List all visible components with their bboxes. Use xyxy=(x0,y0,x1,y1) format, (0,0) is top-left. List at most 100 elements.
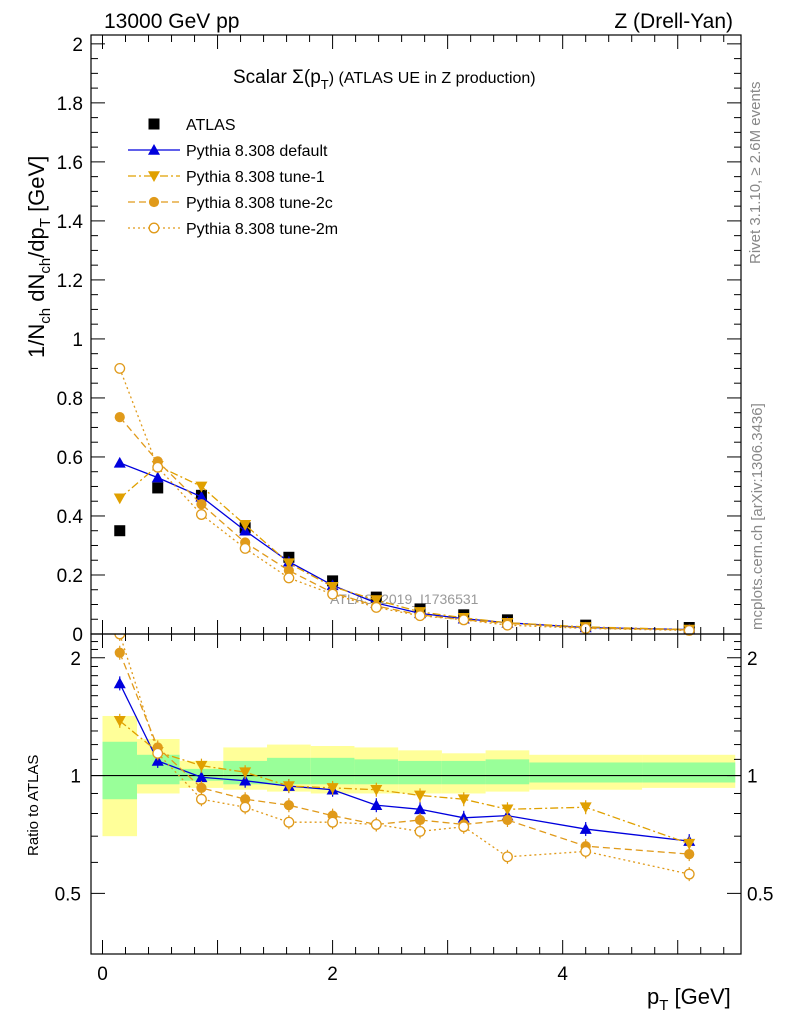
data-point xyxy=(327,588,339,600)
data-point xyxy=(114,647,125,658)
data-point xyxy=(113,677,126,689)
data-point xyxy=(326,581,339,593)
mcplots-label: mcplots.cern.ch [arXiv:1306.3436] xyxy=(749,403,766,630)
green-band xyxy=(529,762,643,783)
data-point xyxy=(195,490,208,502)
y-tick-label: 0.6 xyxy=(57,448,83,469)
x-tick-label: 4 xyxy=(557,964,568,985)
legend-label: Pythia 8.308 tune-2m xyxy=(186,221,338,238)
series-line xyxy=(119,368,690,632)
data-point xyxy=(195,760,208,772)
data-point xyxy=(683,838,696,850)
data-point xyxy=(579,823,592,834)
ratio-tick-label-right: 1 xyxy=(747,767,758,788)
data-point xyxy=(152,747,164,759)
data-point xyxy=(282,558,295,570)
data-point xyxy=(502,619,513,631)
legend-marker xyxy=(148,171,160,182)
data-point xyxy=(414,825,426,837)
ratio-tick-label: 2 xyxy=(70,649,81,670)
y-tick-label: 1.6 xyxy=(57,153,83,174)
green-band xyxy=(642,762,736,783)
y-tick-label: 0.2 xyxy=(57,566,83,587)
data-point xyxy=(283,565,294,576)
x-tick-label: 2 xyxy=(327,964,338,985)
legend-item: Pythia 8.308 tune-2m xyxy=(128,221,338,238)
data-point xyxy=(414,803,427,815)
x-axis-label: pT [GeV] xyxy=(647,984,731,1014)
data-point xyxy=(239,767,252,779)
ratio-tick-label: 1 xyxy=(70,767,81,788)
legend: ATLAS Pythia 8.308 default Pythia 8.308 tu… xyxy=(128,117,338,238)
data-point xyxy=(370,799,383,811)
ratio-tick-label: 0.5 xyxy=(55,884,81,905)
plot-layer xyxy=(113,362,696,882)
data-point xyxy=(239,520,252,531)
ratio-tick-label-right: 0.5 xyxy=(747,884,773,905)
green-band xyxy=(441,760,486,785)
legend-label: ATLAS xyxy=(186,117,236,134)
series-line xyxy=(119,416,690,631)
data-point xyxy=(370,601,382,613)
green-band xyxy=(485,759,530,785)
data-point xyxy=(113,456,126,468)
green-band xyxy=(310,757,355,785)
legend-marker xyxy=(148,118,160,130)
data-point xyxy=(239,801,251,813)
header-left: 13000 GeV pp xyxy=(104,10,239,33)
data-point xyxy=(370,595,383,607)
data-point xyxy=(113,493,126,505)
data-point xyxy=(502,814,513,826)
green-band xyxy=(102,741,138,800)
ratio-series xyxy=(113,713,696,851)
ratio-tick-label-right: 2 xyxy=(747,649,758,670)
data-point xyxy=(683,625,695,636)
data-point xyxy=(283,816,295,828)
data-point xyxy=(370,819,382,830)
series-line xyxy=(119,462,690,631)
series-line xyxy=(119,683,690,842)
data-point xyxy=(283,572,295,584)
data-point xyxy=(195,771,208,783)
legend-label: Pythia 8.308 tune-1 xyxy=(186,169,325,186)
title-sub: T xyxy=(321,77,329,92)
data-point xyxy=(458,821,470,833)
legend-item: Pythia 8.308 tune-1 xyxy=(128,169,325,186)
series-line xyxy=(119,634,690,875)
data-point xyxy=(113,716,126,727)
data-point xyxy=(195,793,207,805)
data-point xyxy=(501,804,514,816)
main-ylabel: 1/Nch dNch/dpT [GeV] xyxy=(24,156,54,358)
data-point xyxy=(114,412,125,423)
rivet-label: Rivet 3.1.10, ≥ 2.6M events xyxy=(747,82,764,265)
data-point xyxy=(370,784,383,796)
svg-text:1/Nch dNch/dpT [GeV]: 1/Nch dNch/dpT [GeV] xyxy=(24,156,54,358)
legend-item: ATLAS xyxy=(148,117,236,134)
data-point xyxy=(114,362,126,374)
data-point xyxy=(152,482,164,494)
green-band xyxy=(354,759,399,785)
legend-label: Pythia 8.308 default xyxy=(186,143,328,160)
legend-label: Pythia 8.308 tune-2c xyxy=(186,195,333,212)
y-tick-label: 1.4 xyxy=(57,212,84,233)
ratio-frame xyxy=(90,633,742,955)
header-right: Z (Drell-Yan) xyxy=(614,10,733,33)
data-point xyxy=(151,471,164,483)
data-point xyxy=(457,794,470,806)
data-point xyxy=(195,481,208,493)
x-tick-label: 0 xyxy=(97,964,108,985)
data-point xyxy=(502,851,513,863)
legend-item: Pythia 8.308 default xyxy=(128,143,328,160)
data-point xyxy=(684,848,695,860)
data-point xyxy=(579,802,592,814)
chart-title: Scalar Σ(pT) (ATLAS UE in Z production) xyxy=(233,67,536,92)
data-point xyxy=(282,781,295,793)
y-tick-label: 1 xyxy=(72,330,83,351)
ratio-bands xyxy=(91,715,741,837)
data-point xyxy=(414,814,426,826)
ratio-series xyxy=(114,634,695,882)
data-point xyxy=(457,811,470,823)
title-rest: ) (ATLAS UE in Z production) xyxy=(329,70,536,87)
axes-layer: 0 0.2 0.4 0.6 0.8 1 1.2 1.4 1.6 1.8 2 0.5 0.5 1 1 2 2 0 2 4 xyxy=(55,34,773,985)
